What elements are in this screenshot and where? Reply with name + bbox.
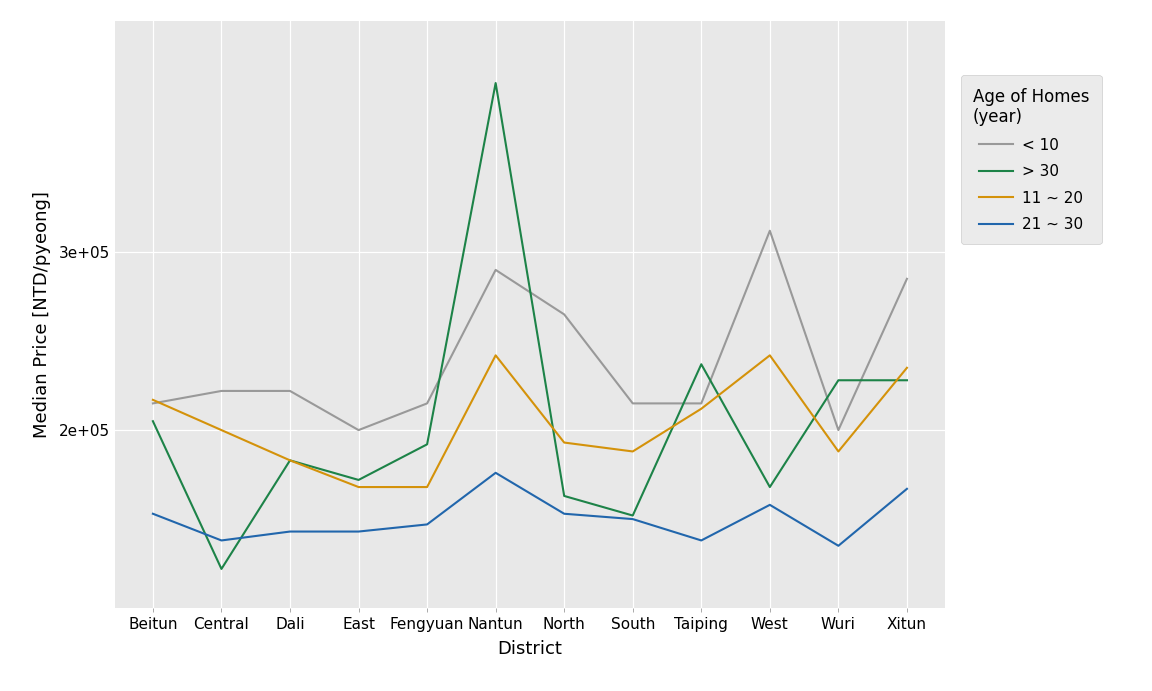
11 ~ 20 bbox=[488, 351, 502, 359]
> 30 bbox=[626, 511, 639, 520]
21 ~ 30 bbox=[283, 527, 297, 536]
< 10 bbox=[695, 399, 708, 408]
> 30 bbox=[146, 417, 160, 426]
< 10 bbox=[763, 227, 776, 235]
21 ~ 30 bbox=[420, 520, 434, 529]
21 ~ 30 bbox=[558, 509, 571, 518]
> 30 bbox=[420, 440, 434, 448]
Line: < 10: < 10 bbox=[153, 231, 907, 430]
11 ~ 20 bbox=[558, 438, 571, 446]
< 10 bbox=[900, 274, 914, 283]
> 30 bbox=[283, 456, 297, 464]
< 10 bbox=[488, 266, 502, 274]
> 30 bbox=[763, 483, 776, 491]
11 ~ 20 bbox=[626, 447, 639, 455]
21 ~ 30 bbox=[214, 536, 228, 545]
11 ~ 20 bbox=[146, 396, 160, 404]
11 ~ 20 bbox=[214, 426, 228, 434]
X-axis label: District: District bbox=[498, 641, 562, 659]
> 30 bbox=[214, 565, 228, 573]
> 30 bbox=[832, 376, 846, 384]
21 ~ 30 bbox=[351, 527, 365, 536]
< 10 bbox=[420, 399, 434, 408]
> 30 bbox=[900, 376, 914, 384]
11 ~ 20 bbox=[900, 363, 914, 372]
Line: > 30: > 30 bbox=[153, 83, 907, 569]
11 ~ 20 bbox=[420, 483, 434, 491]
11 ~ 20 bbox=[351, 483, 365, 491]
> 30 bbox=[351, 476, 365, 484]
> 30 bbox=[558, 492, 571, 500]
21 ~ 30 bbox=[832, 542, 846, 550]
< 10 bbox=[351, 426, 365, 434]
< 10 bbox=[558, 310, 571, 319]
> 30 bbox=[488, 79, 502, 87]
11 ~ 20 bbox=[695, 405, 708, 413]
< 10 bbox=[832, 426, 846, 434]
21 ~ 30 bbox=[763, 501, 776, 509]
Line: 21 ~ 30: 21 ~ 30 bbox=[153, 473, 907, 546]
> 30 bbox=[695, 360, 708, 368]
< 10 bbox=[626, 399, 639, 408]
21 ~ 30 bbox=[626, 515, 639, 523]
Line: 11 ~ 20: 11 ~ 20 bbox=[153, 355, 907, 487]
< 10 bbox=[214, 387, 228, 395]
21 ~ 30 bbox=[488, 468, 502, 477]
11 ~ 20 bbox=[283, 456, 297, 464]
21 ~ 30 bbox=[146, 509, 160, 518]
21 ~ 30 bbox=[695, 536, 708, 545]
11 ~ 20 bbox=[763, 351, 776, 359]
Legend: < 10, > 30, 11 ~ 20, 21 ~ 30: < 10, > 30, 11 ~ 20, 21 ~ 30 bbox=[961, 75, 1101, 245]
Y-axis label: Median Price [NTD/pyeong]: Median Price [NTD/pyeong] bbox=[32, 191, 51, 438]
< 10 bbox=[146, 399, 160, 408]
11 ~ 20 bbox=[832, 447, 846, 455]
21 ~ 30 bbox=[900, 484, 914, 493]
< 10 bbox=[283, 387, 297, 395]
